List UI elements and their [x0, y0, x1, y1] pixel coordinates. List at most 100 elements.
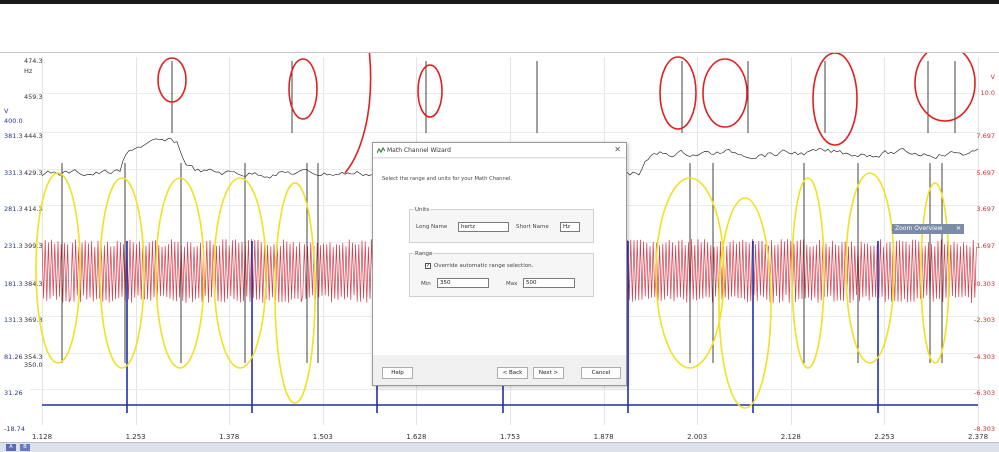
yellow-annotation-circle [791, 177, 825, 369]
zoom-overview-close-icon[interactable]: ✕ [955, 225, 961, 232]
red-annotation-circle [288, 58, 318, 120]
axis-tick-label: -0.303 [974, 280, 995, 288]
grid-line-vertical [229, 57, 231, 425]
axis-tick-label: 474.3 [24, 57, 43, 65]
zoom-overview-label: Zoom Overview [895, 225, 943, 232]
red-annotation-stroke [344, 53, 372, 174]
x-tick-label: 1.878 [593, 433, 614, 441]
red-annotation-circle [417, 64, 443, 118]
yellow-annotation-circle [155, 177, 205, 369]
x-tick-label: 1.253 [125, 433, 146, 441]
red-annotation-circle [914, 53, 976, 122]
channel-badge-a[interactable]: A [6, 444, 16, 451]
zoom-overview-panel[interactable]: Zoom Overview ✕ [892, 224, 964, 234]
grid-line-vertical [790, 57, 792, 425]
grid-line-vertical [978, 57, 979, 425]
axis-tick-label: 81.26 [4, 353, 23, 361]
x-tick-label: 2.003 [687, 433, 708, 441]
x-tick-label: 2.378 [967, 433, 989, 441]
axis-tick-label: 399.3 [24, 242, 43, 250]
grid-line-vertical [42, 57, 43, 425]
axis-tick-label: -8.303 [974, 425, 995, 433]
axis-tick-label: 131.3 [4, 316, 23, 324]
x-tick-label: 2.128 [780, 433, 801, 441]
short-name-input[interactable]: Hz [560, 222, 580, 232]
grid-line-vertical [135, 57, 137, 425]
x-tick-label: 1.128 [31, 433, 53, 441]
cancel-button[interactable]: Cancel [581, 367, 621, 379]
red-annotation-circle [812, 53, 858, 146]
axis-tick-label: V [4, 107, 9, 115]
dialog-titlebar: Math Channel Wizard ✕ [373, 143, 626, 158]
axis-tick-label: 459.3 [24, 93, 43, 101]
axis-tick-label: 10.0 [980, 89, 995, 97]
axis-tick-label: 369.3 [24, 316, 43, 324]
axis-tick-label: 429.3 [24, 169, 43, 177]
yellow-annotation-circle [845, 172, 895, 364]
min-input[interactable]: 350 [437, 278, 489, 288]
dialog-title: Math Channel Wizard [387, 147, 451, 154]
axis-tick-label: 231.3 [4, 242, 23, 250]
math-channel-wizard-dialog: Math Channel Wizard ✕ Select the range a… [372, 142, 627, 386]
grid-line-horizontal [30, 132, 980, 133]
axis-tick-label: 350.0 [24, 361, 43, 369]
wizard-icon [377, 147, 385, 154]
axis-tick-label: 354.3 [24, 353, 43, 361]
yellow-annotation-circle [655, 177, 725, 369]
x-tick-label: 2.253 [874, 433, 895, 441]
axis-tick-label: 7.697 [976, 132, 995, 140]
next-button[interactable]: Next > [533, 367, 564, 379]
long-name-label: Long Name [416, 224, 448, 230]
x-tick-label: 1.628 [406, 433, 427, 441]
axis-tick-label: 281.3 [4, 205, 23, 213]
yellow-annotation-circle [718, 197, 772, 409]
axis-tick-label: 3.697 [976, 205, 995, 213]
x-tick-label: 1.503 [312, 433, 333, 441]
yellow-annotation-circle [99, 177, 145, 369]
override-label: Override automatic range selection. [434, 263, 534, 269]
max-input[interactable]: 500 [523, 278, 575, 288]
axis-tick-label: V [990, 73, 995, 81]
axis-tick-label: Hz [24, 67, 33, 75]
range-group-title: Range [414, 251, 434, 257]
grid-line-vertical [884, 57, 886, 425]
axis-tick-label: 181.3 [4, 280, 23, 288]
override-checkbox[interactable]: ✓ [425, 263, 431, 269]
dialog-footer: Help < Back Next > Cancel [373, 356, 626, 385]
yellow-annotation-circle [35, 172, 81, 364]
axis-tick-label: 5.697 [976, 169, 995, 177]
axis-tick-label: 331.3 [4, 169, 23, 177]
min-label: Min [421, 281, 431, 287]
help-button[interactable]: Help [382, 367, 413, 379]
red-annotation-circle [157, 57, 187, 103]
axis-tick-label: -18.74 [4, 425, 25, 433]
units-group: Units Long Name hertz Short Name Hz [409, 207, 594, 243]
back-button[interactable]: < Back [497, 367, 528, 379]
yellow-annotation-circle [274, 182, 316, 404]
axis-tick-label: 400.0 [4, 117, 23, 125]
axis-tick-label: 31.26 [4, 389, 23, 397]
x-tick-label: 1.378 [219, 433, 240, 441]
grid-line-horizontal [30, 389, 980, 390]
units-group-title: Units [414, 207, 431, 213]
grid-line-vertical [322, 57, 324, 425]
axis-tick-label: -4.303 [974, 353, 995, 361]
yellow-annotation-circle [920, 182, 950, 364]
long-name-input[interactable]: hertz [458, 222, 509, 232]
channel-badge-b[interactable]: B [20, 444, 30, 451]
dialog-body: Select the range and units for your Math… [373, 159, 626, 355]
x-tick-label: 1.753 [499, 433, 521, 441]
close-icon[interactable]: ✕ [614, 145, 621, 154]
max-label: Max [506, 281, 518, 287]
axis-tick-label: 414.3 [24, 205, 43, 213]
status-bar: A B [0, 442, 999, 452]
yellow-annotation-circle [213, 177, 267, 369]
axis-tick-label: 384.3 [24, 280, 43, 288]
range-group: Range ✓ Override automatic range selecti… [409, 251, 594, 297]
axis-tick-label: -6.303 [974, 389, 995, 397]
short-name-label: Short Name [516, 224, 549, 230]
top-bar [0, 0, 999, 4]
axis-tick-label: 1.697 [976, 242, 995, 250]
red-annotation-circle [659, 56, 697, 130]
dialog-instruction: Select the range and units for your Math… [382, 176, 513, 182]
